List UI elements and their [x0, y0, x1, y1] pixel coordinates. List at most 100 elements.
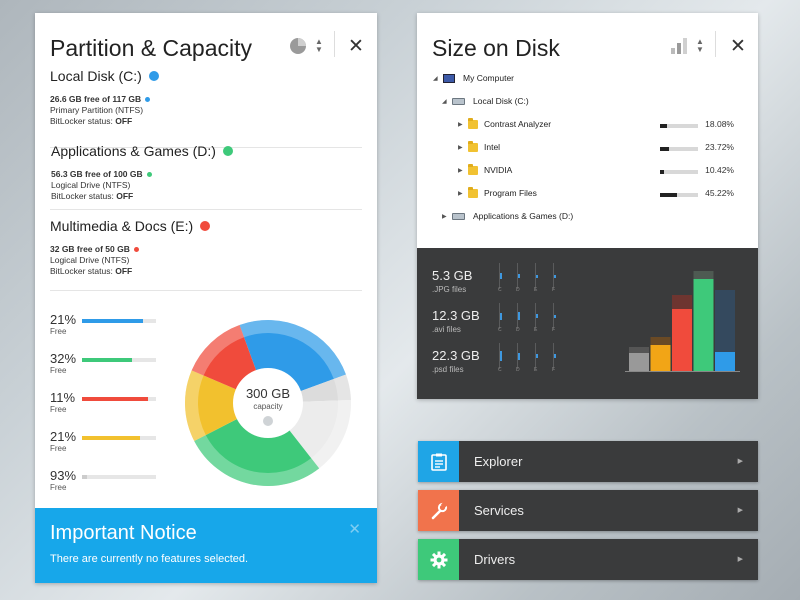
- folder-icon: [468, 117, 478, 129]
- drive-letter-label: D: [516, 287, 520, 293]
- disk-item-d[interactable]: Applications & Games (D:) 56.3 GB free o…: [51, 143, 233, 202]
- chevron-right-icon: ▶: [737, 458, 743, 465]
- donut-segment-grey: [288, 400, 351, 469]
- usage-bar-fill: [82, 358, 133, 362]
- nav-tile-explorer[interactable]: Explorer ▶: [418, 441, 758, 482]
- expand-arrow-icon[interactable]: ◢: [442, 98, 447, 105]
- folder-icon: [468, 186, 478, 198]
- nav-tile-label: Explorer: [474, 454, 523, 469]
- filetype-size: 5.3 GB: [432, 268, 473, 283]
- size-on-disk-panel: Size on Disk ▲ ▼ ✕ ◢ My Computer ◢ Local …: [417, 13, 758, 399]
- panel-title: Partition & Capacity: [50, 35, 252, 61]
- drive-indicator-track: [553, 303, 554, 329]
- usage-bar: [82, 319, 156, 323]
- drive-indicator-bar: [500, 351, 502, 361]
- usage-row: 32% Free: [50, 351, 160, 375]
- drive-indicator-bar: [518, 273, 520, 279]
- important-notice: Important Notice There are currently no …: [35, 508, 377, 583]
- donut-segment-rim: [239, 320, 346, 379]
- donut-segment-blue: [239, 320, 346, 392]
- donut-segment-rim: [191, 325, 244, 376]
- disk-item-c[interactable]: Local Disk (C:) 26.6 GB free of 117 GB P…: [50, 68, 159, 127]
- donut-segment-red: [191, 325, 257, 390]
- tree-node-folder[interactable]: ▶ Intel: [458, 140, 501, 153]
- tree-node-applications-games-d[interactable]: ▶ Applications & Games (D:): [442, 211, 574, 221]
- notice-text: There are currently no features selected…: [50, 553, 249, 565]
- tree-node-folder[interactable]: ▶ Contrast Analyzer: [458, 117, 552, 130]
- drive-indicator-track: [517, 263, 518, 289]
- clipboard-icon: [418, 441, 459, 482]
- donut-segment-green: [194, 418, 320, 486]
- computer-icon: [443, 73, 455, 83]
- gear-icon: [418, 539, 459, 580]
- drive-letter-label: E: [534, 327, 538, 333]
- bar-cap: [715, 290, 735, 352]
- chevron-right-icon: ▶: [737, 507, 743, 514]
- disk-free: 32 GB free of 50 GB: [50, 244, 130, 254]
- donut-segment-rim: [194, 435, 320, 486]
- close-button[interactable]: ✕: [730, 36, 746, 57]
- pie-chart-icon[interactable]: [289, 37, 309, 57]
- bar-cap: [650, 337, 671, 345]
- drive-indicator-bar: [500, 273, 502, 279]
- folder-size-bar: [660, 193, 698, 197]
- collapse-arrow-icon[interactable]: ▶: [458, 121, 463, 128]
- folder-percent: 45.22%: [705, 188, 734, 198]
- drive-letter-label: F: [552, 327, 556, 333]
- tree-node-my-computer[interactable]: ◢ My Computer: [433, 73, 515, 83]
- panel-title: Size on Disk: [432, 35, 560, 61]
- disk-name: Applications & Games (D:): [51, 143, 216, 159]
- usage-free-label: Free: [50, 405, 67, 414]
- usage-percent: 21%: [50, 429, 77, 444]
- folder-name: Contrast Analyzer: [484, 119, 552, 129]
- folder-size-bar-fill: [660, 124, 667, 128]
- usage-percent: 32%: [50, 351, 77, 366]
- bar-cap: [672, 295, 692, 309]
- donut-segment-rim: [333, 374, 351, 401]
- folder-name: Program Files: [484, 188, 537, 198]
- folder-size-bar-fill: [660, 170, 664, 174]
- folder-size-bar-fill: [660, 147, 670, 151]
- drive-indicator-bar: [536, 313, 538, 319]
- drive-letter-label: E: [534, 367, 538, 373]
- drive-letter-label: C: [498, 367, 502, 373]
- view-dropdown-caret[interactable]: ▲ ▼: [315, 37, 323, 54]
- drive-indicator-bar: [554, 353, 556, 359]
- drive-indicator-track: [535, 303, 536, 329]
- folder-percent: 10.42%: [705, 165, 734, 175]
- usage-bar-fill: [82, 397, 148, 401]
- disk-type: Logical Drive (NTFS): [50, 255, 130, 265]
- disk-item-e[interactable]: Multimedia & Docs (E:) 32 GB free of 50 …: [50, 218, 211, 277]
- folder-percent: 23.72%: [705, 142, 734, 152]
- drive-indicator-track: [517, 303, 518, 329]
- folder-icon: [468, 140, 478, 152]
- tree-node-local-disk-c[interactable]: ◢ Local Disk (C:): [442, 96, 529, 106]
- collapse-arrow-icon[interactable]: ▶: [458, 190, 463, 197]
- folder-name: Intel: [484, 142, 501, 152]
- drive-indicator-track: [517, 343, 518, 369]
- view-dropdown-caret[interactable]: ▲ ▼: [696, 37, 704, 54]
- notice-close-button[interactable]: ✕: [348, 521, 361, 538]
- nav-tile-label: Drivers: [474, 552, 516, 567]
- collapse-arrow-icon[interactable]: ▶: [442, 213, 447, 220]
- nav-tile-services[interactable]: Services ▶: [418, 490, 758, 531]
- nav-tile-drivers[interactable]: Drivers ▶: [418, 539, 758, 580]
- tree-node-folder[interactable]: ▶ NVIDIA: [458, 163, 513, 176]
- usage-free-label: Free: [50, 444, 67, 453]
- bar: [715, 352, 735, 371]
- wrench-icon: [418, 490, 459, 531]
- drive-indicator-bar: [536, 274, 538, 278]
- collapse-arrow-icon[interactable]: ▶: [458, 144, 463, 151]
- close-button[interactable]: ✕: [348, 36, 364, 57]
- disk-free: 56.3 GB free of 100 GB: [51, 169, 143, 179]
- collapse-arrow-icon[interactable]: ▶: [458, 167, 463, 174]
- bitlocker-status: OFF: [115, 116, 133, 126]
- filetype-size: 22.3 GB: [432, 348, 480, 363]
- tree-node-folder[interactable]: ▶ Program Files: [458, 186, 537, 199]
- bar-chart-icon[interactable]: [671, 38, 689, 54]
- folder-name: NVIDIA: [484, 165, 513, 175]
- usage-free-label: Free: [50, 483, 67, 492]
- expand-arrow-icon[interactable]: ◢: [433, 75, 438, 82]
- donut-center-value: 300 GB: [245, 386, 291, 401]
- usage-percent: 93%: [50, 468, 77, 483]
